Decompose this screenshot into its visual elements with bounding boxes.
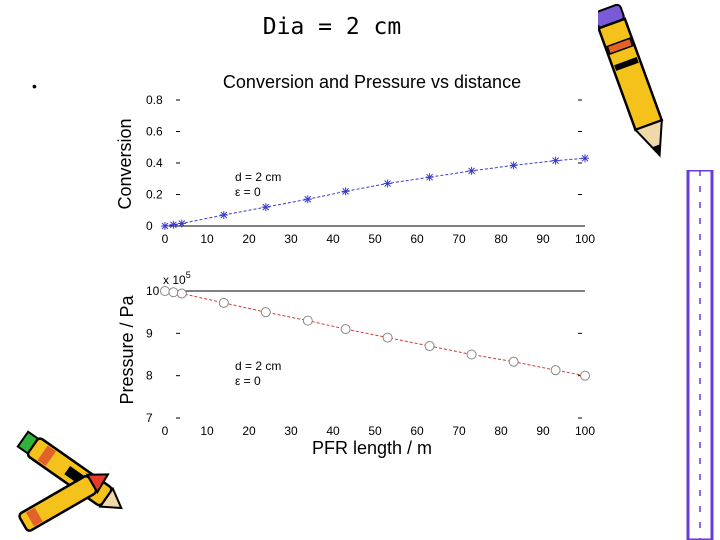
pressure-y-axis-label: Pressure / Pa	[117, 294, 137, 404]
conversion-y-axis-label: Conversion	[115, 118, 135, 209]
pressure-x-tick-label: 30	[284, 424, 298, 438]
conversion-x-tick-label: 100	[575, 232, 595, 246]
pencil-edge-icon	[686, 170, 714, 540]
pressure-x-tick-label: 10	[200, 424, 214, 438]
conversion-annotation: d = 2 cm ε = 0	[235, 170, 281, 199]
pressure-data-point	[508, 356, 519, 367]
conversion-x-tick-label: 0	[162, 232, 169, 246]
pressure-data-point	[550, 365, 561, 376]
conversion-x-tick-label: 80	[494, 232, 508, 246]
conversion-x-tick-label: 20	[242, 232, 256, 246]
conversion-x-tick-label: 10	[200, 232, 214, 246]
conversion-data-point	[219, 210, 228, 219]
conversion-data-point	[581, 154, 589, 163]
pressure-data-point	[382, 332, 393, 343]
conversion-x-tick-label: 40	[326, 232, 340, 246]
conversion-x-tick-label: 30	[284, 232, 298, 246]
pressure-tick-labels: 0 10 20 30 40 50 60 70 80 90 100 7 8 9 10	[146, 284, 595, 438]
pressure-x-tick-label: 70	[452, 424, 466, 438]
pressure-series	[160, 286, 590, 381]
conversion-x-tick-label: 90	[536, 232, 550, 246]
conversion-data-point	[161, 222, 169, 230]
conversion-x-tick-label: 60	[410, 232, 424, 246]
pressure-data-point	[260, 307, 271, 318]
conversion-x-tick-label: 50	[368, 232, 382, 246]
conversion-data-point	[551, 156, 560, 165]
conversion-tick-labels: 0 10 20 30 40 50 60 70 80 90 100 0 0.2 0.4 0.6 0.8	[146, 93, 595, 246]
pressure-data-point	[302, 315, 313, 326]
pressure-data-point	[168, 287, 179, 298]
conversion-series-line	[164, 157, 586, 227]
conversion-y-tick-label: 0.2	[146, 188, 163, 202]
slide-title: Dia = 2 cm	[262, 14, 402, 40]
pressure-y-tick-label: 7	[146, 411, 153, 425]
conversion-data-point	[303, 195, 312, 204]
pressure-scale-exponent: 5	[186, 270, 191, 280]
conversion-data-point	[261, 203, 270, 212]
pressure-y-tick-label: 8	[146, 369, 153, 383]
pressure-x-tick-label: 20	[242, 424, 256, 438]
pressure-annotation-line-1: d = 2 cm	[235, 359, 281, 373]
conversion-data-point	[341, 187, 350, 196]
conversion-annotation-line-2: ε = 0	[235, 185, 261, 199]
chart-title: Conversion and Pressure vs distance	[223, 72, 521, 92]
conversion-x-tick-label: 70	[452, 232, 466, 246]
conversion-data-point	[383, 179, 392, 188]
conversion-y-tick-label: 0.8	[146, 93, 163, 107]
conversion-data-point	[467, 166, 476, 175]
pressure-data-point	[580, 370, 590, 381]
pressure-scale-label: x 10	[163, 273, 186, 287]
conversion-annotation-line-1: d = 2 cm	[235, 170, 281, 184]
pressure-x-tick-label: 50	[368, 424, 382, 438]
bullet-point: •	[32, 78, 37, 94]
pressure-y-tick-label: 10	[146, 284, 160, 298]
conversion-y-tick-label: 0.6	[146, 125, 163, 139]
pencil-clipart-icon	[598, 3, 664, 158]
conversion-series	[161, 154, 589, 230]
pencils-clipart-icon	[16, 430, 123, 532]
pressure-scale-factor: x 105	[163, 270, 191, 287]
conversion-data-point	[425, 173, 434, 182]
pressure-x-tick-label: 100	[575, 424, 595, 438]
pressure-x-tick-label: 80	[494, 424, 508, 438]
pressure-annotation: d = 2 cm ε = 0	[235, 359, 281, 388]
pressure-data-point	[340, 324, 351, 335]
pressure-x-tick-label: 0	[162, 424, 169, 438]
pressure-y-tick-label: 9	[146, 326, 153, 340]
pressure-annotation-line-2: ε = 0	[235, 374, 261, 388]
conversion-y-tick-label: 0.4	[146, 156, 163, 170]
pressure-x-tick-label: 40	[326, 424, 340, 438]
pressure-data-point	[160, 286, 170, 296]
pressure-x-tick-label: 90	[536, 424, 550, 438]
pressure-x-tick-label: 60	[410, 424, 424, 438]
pressure-data-point	[218, 297, 229, 308]
pressure-data-point	[176, 288, 187, 299]
x-axis-label: PFR length / m	[312, 438, 432, 458]
conversion-y-tick-label: 0	[146, 219, 153, 233]
pressure-data-point	[466, 349, 477, 360]
conversion-data-point	[169, 220, 178, 229]
conversion-data-point	[509, 161, 518, 170]
pressure-data-point	[424, 341, 435, 352]
conversion-data-point	[177, 219, 186, 228]
